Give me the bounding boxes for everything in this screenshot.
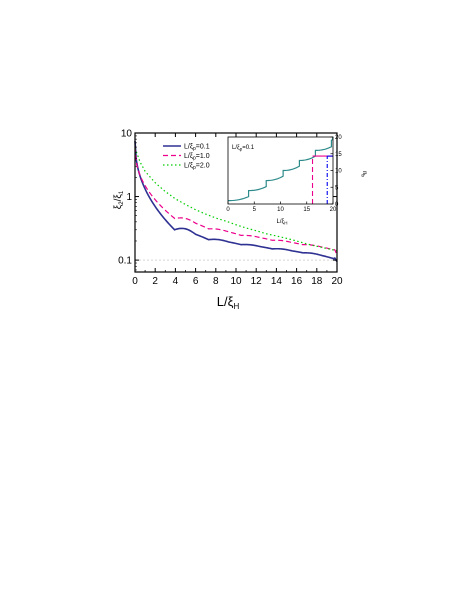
inset-x-ticks: 0 5 10 15 20	[226, 201, 337, 213]
legend-label-2: L/ξp=2.0	[184, 163, 210, 172]
inset-step-line	[227, 136, 334, 202]
main-y-ticks: 0.1 1 10	[118, 129, 337, 271]
main-plot: 0 2 4 6 8 10 12 14 16 18 20 0.1 1 10 L/ξH ξ2/ξ1 L/ξp…	[113, 129, 343, 312]
inset-plot: 0 5 10 15 20 0 5 10 15 20 L/ξp=0.1 L/ξH nb	[226, 135, 367, 225]
series-line-2	[134, 147, 338, 252]
inset-x-axis-label: L/ξH	[277, 219, 288, 226]
inset-title: L/ξp=0.1	[232, 145, 255, 152]
inset-background	[228, 137, 333, 204]
inset-y-tick-label: 10	[335, 169, 342, 175]
inset-x-tick-label: 20	[330, 207, 337, 213]
main-y-axis-label: ξ2/ξ1	[113, 190, 125, 209]
x-tick-label: 4	[173, 276, 179, 287]
x-tick-label: 8	[213, 276, 219, 287]
inset-y-ticks: 0 5 10 15 20	[330, 135, 342, 208]
x-tick-label: 16	[291, 276, 303, 287]
inset-x-tick-label: 5	[253, 207, 257, 213]
x-tick-label: 12	[251, 276, 263, 287]
inset-x-tick-label: 10	[277, 207, 284, 213]
x-tick-label: 0	[132, 276, 138, 287]
x-tick-label: 18	[311, 276, 323, 287]
y-tick-label: 10	[121, 129, 133, 140]
x-tick-label: 6	[193, 276, 199, 287]
x-tick-label: 10	[230, 276, 242, 287]
y-tick-label: 1	[126, 192, 132, 203]
inset-y-axis-label: nb	[361, 171, 368, 177]
legend-label-1: L/ξp=1.0	[184, 153, 210, 162]
inset-x-tick-label: 0	[226, 207, 230, 213]
legend-label-0: L/ξp=0.1	[184, 144, 210, 153]
inset-markers	[311, 155, 333, 204]
x-tick-label: 2	[152, 276, 158, 287]
inset-x-tick-label: 15	[303, 207, 310, 213]
inset-y-tick-label: 5	[335, 185, 339, 191]
main-x-axis-label: L/ξH	[217, 294, 240, 311]
main-x-ticks: 0 2 4 6 8 10 12 14 16 18 20	[132, 133, 343, 287]
x-tick-label: 14	[271, 276, 283, 287]
y-tick-label: 0.1	[118, 256, 132, 267]
main-series-group	[134, 140, 338, 262]
x-tick-label: 20	[331, 276, 343, 287]
legend: L/ξp=0.1L/ξp=1.0L/ξp=2.0	[163, 144, 210, 172]
inset-y-tick-label: 0	[335, 202, 339, 208]
inset-y-tick-label: 15	[335, 152, 342, 158]
series-line-0	[134, 140, 338, 262]
inset-y-tick-label: 20	[335, 135, 342, 141]
